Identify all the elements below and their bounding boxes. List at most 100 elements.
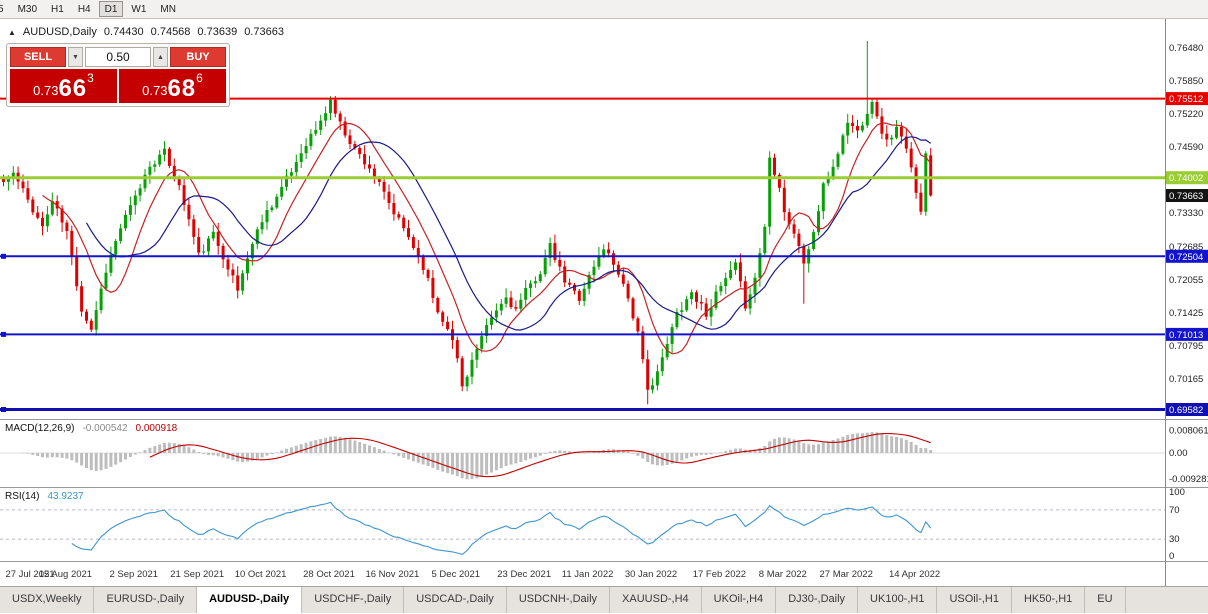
svg-text:8 Mar 2022: 8 Mar 2022 xyxy=(759,569,807,580)
chart-tab-eurusd-daily[interactable]: EURUSD-,Daily xyxy=(94,587,198,613)
svg-text:0.75220: 0.75220 xyxy=(1169,109,1203,120)
collapse-arrow-icon[interactable]: ▲ xyxy=(8,27,16,37)
svg-text:0.71013: 0.71013 xyxy=(1169,330,1203,341)
rsi-pane xyxy=(0,501,1165,556)
timeframe-toolbar: 5 M30 H1 H4 D1 W1 MN xyxy=(0,0,1208,19)
svg-text:27 Mar 2022: 27 Mar 2022 xyxy=(820,569,873,580)
timeframe-button-mn[interactable]: MN xyxy=(154,1,182,17)
volume-input[interactable] xyxy=(85,47,151,67)
rsi-scale: 100 70 30 0 xyxy=(1169,487,1185,562)
svg-text:70: 70 xyxy=(1169,505,1180,516)
svg-text:0.74002: 0.74002 xyxy=(1169,173,1203,184)
svg-text:0.73663: 0.73663 xyxy=(1169,191,1203,202)
svg-text:0.008061: 0.008061 xyxy=(1169,425,1208,436)
chart-tabs-bar: USDX,Weekly EURUSD-,Daily AUDUSD-,Daily USD… xyxy=(0,586,1208,613)
svg-text:0.74590: 0.74590 xyxy=(1169,142,1203,153)
svg-text:-0.009281: -0.009281 xyxy=(1169,474,1208,485)
symbol-title: AUDUSD,Daily xyxy=(22,26,97,38)
sell-button[interactable]: SELL xyxy=(10,47,66,67)
macd-indicator-title: MACD(12,26,9) -0.000542 0.000918 xyxy=(5,423,177,434)
chart-tab-usoil-h1[interactable]: USOil-,H1 xyxy=(937,587,1012,613)
timeframe-button-m30[interactable]: M30 xyxy=(12,1,43,17)
timeframe-button-h1[interactable]: H1 xyxy=(45,1,70,17)
svg-text:15 Aug 2021: 15 Aug 2021 xyxy=(39,569,92,580)
timeframe-button-5[interactable]: 5 xyxy=(0,1,10,17)
buy-price-display[interactable]: 0.73 68 6 xyxy=(119,69,226,103)
spin-up-icon: ▲ xyxy=(157,53,164,61)
svg-text:14 Apr 2022: 14 Apr 2022 xyxy=(889,569,940,580)
svg-text:0.72055: 0.72055 xyxy=(1169,275,1203,286)
macd-signal-value: 0.000918 xyxy=(135,423,178,434)
svg-text:21 Sep 2021: 21 Sep 2021 xyxy=(170,569,224,580)
volume-increase-button[interactable]: ▲ xyxy=(153,47,168,67)
chart-tab-usdcnh-daily[interactable]: USDCNH-,Daily xyxy=(506,587,611,613)
svg-text:30: 30 xyxy=(1169,534,1180,545)
low-value: 0.73639 xyxy=(197,26,238,38)
spin-down-icon: ▼ xyxy=(72,53,79,61)
macd-scale: 0.008061 0.00 -0.009281 xyxy=(1169,425,1208,485)
buy-button[interactable]: BUY xyxy=(170,47,226,67)
chart-canvas[interactable]: 0.764800.758500.752200.745900.733300.726… xyxy=(0,19,1208,586)
rsi-indicator-title: RSI(14) 43.9237 xyxy=(5,491,84,502)
chart-tab-eu[interactable]: EU xyxy=(1085,587,1126,613)
chart-tab-dj30-daily[interactable]: DJ30-,Daily xyxy=(776,587,859,613)
chart-ohlc-header: ▲ AUDUSD,Daily 0.74430 0.74568 0.73639 0… xyxy=(8,26,284,38)
horizontal-lines[interactable] xyxy=(0,97,1165,412)
price-line-labels: 0.75512 0.74002 0.72504 0.71013 0.69582 0.736… xyxy=(1166,92,1208,416)
svg-text:0.70165: 0.70165 xyxy=(1169,374,1203,385)
sell-price-prefix: 0.73 xyxy=(33,83,59,98)
chart-tab-hk50-h1[interactable]: HK50-,H1 xyxy=(1011,587,1086,613)
sell-price-display[interactable]: 0.73 66 3 xyxy=(10,69,117,103)
chart-tab-ukoil-h4[interactable]: UKOil-,H4 xyxy=(701,587,777,613)
svg-text:10 Oct 2021: 10 Oct 2021 xyxy=(235,569,287,580)
svg-text:16 Nov 2021: 16 Nov 2021 xyxy=(365,569,419,580)
rsi-value: 43.9237 xyxy=(47,491,84,502)
chart-tab-usdchf-daily[interactable]: USDCHF-,Daily xyxy=(302,587,405,613)
svg-text:5 Dec 2021: 5 Dec 2021 xyxy=(432,569,481,580)
svg-text:27 Jul 2021: 27 Jul 2021 xyxy=(5,569,54,580)
svg-text:0.76480: 0.76480 xyxy=(1169,43,1203,54)
svg-text:30 Jan 2022: 30 Jan 2022 xyxy=(625,569,677,580)
close-value: 0.73663 xyxy=(244,26,284,38)
svg-text:28 Oct 2021: 28 Oct 2021 xyxy=(303,569,355,580)
buy-price-prefix: 0.73 xyxy=(142,83,168,98)
svg-text:11 Jan 2022: 11 Jan 2022 xyxy=(562,569,614,580)
volume-decrease-button[interactable]: ▼ xyxy=(68,47,83,67)
pane-separators xyxy=(0,19,1208,586)
sell-price-sup: 3 xyxy=(87,71,94,85)
svg-text:0.72685: 0.72685 xyxy=(1169,242,1203,253)
svg-text:23 Dec 2021: 23 Dec 2021 xyxy=(497,569,551,580)
timeframe-button-d1[interactable]: D1 xyxy=(98,1,124,17)
one-click-trade-panel: SELL ▼ ▲ BUY 0.73 66 3 0.73 68 xyxy=(6,43,230,107)
svg-text:0.72504: 0.72504 xyxy=(1169,252,1203,263)
svg-text:17 Feb 2022: 17 Feb 2022 xyxy=(693,569,746,580)
chart-tab-uk100-h1[interactable]: UK100-,H1 xyxy=(858,587,938,613)
chart-region: 0.76480 0.75850 0.75220 0.74590 0.73330 0.726… xyxy=(0,19,1208,586)
svg-text:0.75512: 0.75512 xyxy=(1169,94,1203,105)
chart-tab-audusd-daily[interactable]: AUDUSD-,Daily xyxy=(197,587,303,613)
buy-price-big: 68 xyxy=(167,75,197,102)
chart-tab-xauusd-h4[interactable]: XAUUSD-,H4 xyxy=(610,587,702,613)
svg-text:0.00: 0.00 xyxy=(1169,448,1188,459)
price-scale[interactable]: 0.76480 0.75850 0.75220 0.74590 0.73330 0.726… xyxy=(1169,43,1203,385)
svg-text:0.73330: 0.73330 xyxy=(1169,208,1203,219)
timeframe-button-w1[interactable]: W1 xyxy=(125,1,152,17)
open-value: 0.74430 xyxy=(103,26,144,38)
svg-text:0.71425: 0.71425 xyxy=(1169,308,1203,319)
svg-text:100: 100 xyxy=(1169,487,1185,498)
chart-tab-usdx-weekly[interactable]: USDX,Weekly xyxy=(0,587,95,613)
svg-text:0.70795: 0.70795 xyxy=(1169,341,1203,352)
svg-text:0.75850: 0.75850 xyxy=(1169,76,1203,87)
macd-main-value: -0.000542 xyxy=(82,423,128,434)
chart-tab-usdcad-daily[interactable]: USDCAD-,Daily xyxy=(404,587,507,613)
rsi-title-text: RSI(14) xyxy=(5,491,40,502)
svg-text:2 Sep 2021: 2 Sep 2021 xyxy=(109,569,158,580)
timeframe-button-h4[interactable]: H4 xyxy=(72,1,97,17)
svg-text:0: 0 xyxy=(1169,551,1174,562)
buy-price-sup: 6 xyxy=(196,71,203,85)
macd-title-text: MACD(12,26,9) xyxy=(5,423,75,434)
high-value: 0.74568 xyxy=(150,26,191,38)
svg-text:0.69582: 0.69582 xyxy=(1169,405,1203,416)
